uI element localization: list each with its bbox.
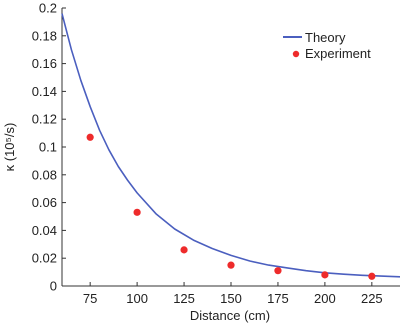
y-tick-label: 0.16 [32,56,57,71]
y-axis-ticks: 0 0.02 0.04 0.06 0.08 0.1 0.12 0.14 0.16 0.18 0.2 [32,1,66,294]
experiment-point [368,272,376,280]
experiment-point [321,271,329,279]
legend-experiment-label: Experiment [305,46,371,61]
theory-curve [61,13,400,278]
x-tick-label: 75 [83,291,97,306]
legend: Theory Experiment [283,30,371,61]
x-tick-label: 125 [173,291,195,306]
y-tick-label: 0.18 [32,28,57,43]
y-tick-label: 0.08 [32,167,57,182]
x-axis-ticks: 75 100 125 150 175 200 225 [83,282,383,306]
legend-theory-label: Theory [305,30,346,45]
y-tick-label: 0.14 [32,84,57,99]
y-tick-label: 0.12 [32,112,57,127]
experiment-point [274,267,282,275]
x-tick-label: 225 [361,291,383,306]
experiment-point [180,246,188,254]
x-tick-label: 100 [126,291,148,306]
y-tick-label: 0.06 [32,195,57,210]
y-tick-label: 0 [50,279,57,294]
y-tick-label: 0.02 [32,251,57,266]
series-layer [61,13,400,280]
y-tick-label: 0.1 [39,140,57,155]
experiment-point [86,133,94,141]
x-tick-label: 200 [314,291,336,306]
x-tick-label: 175 [267,291,289,306]
x-tick-label: 150 [220,291,242,306]
y-axis-label: κ (10⁵/s) [2,123,17,172]
experiment-point [227,261,235,269]
y-tick-label: 0.04 [32,223,57,238]
experiment-point [133,208,141,216]
x-axis-label: Distance (cm) [190,308,270,323]
y-tick-label: 0.2 [39,1,57,16]
legend-experiment-swatch [292,50,300,58]
